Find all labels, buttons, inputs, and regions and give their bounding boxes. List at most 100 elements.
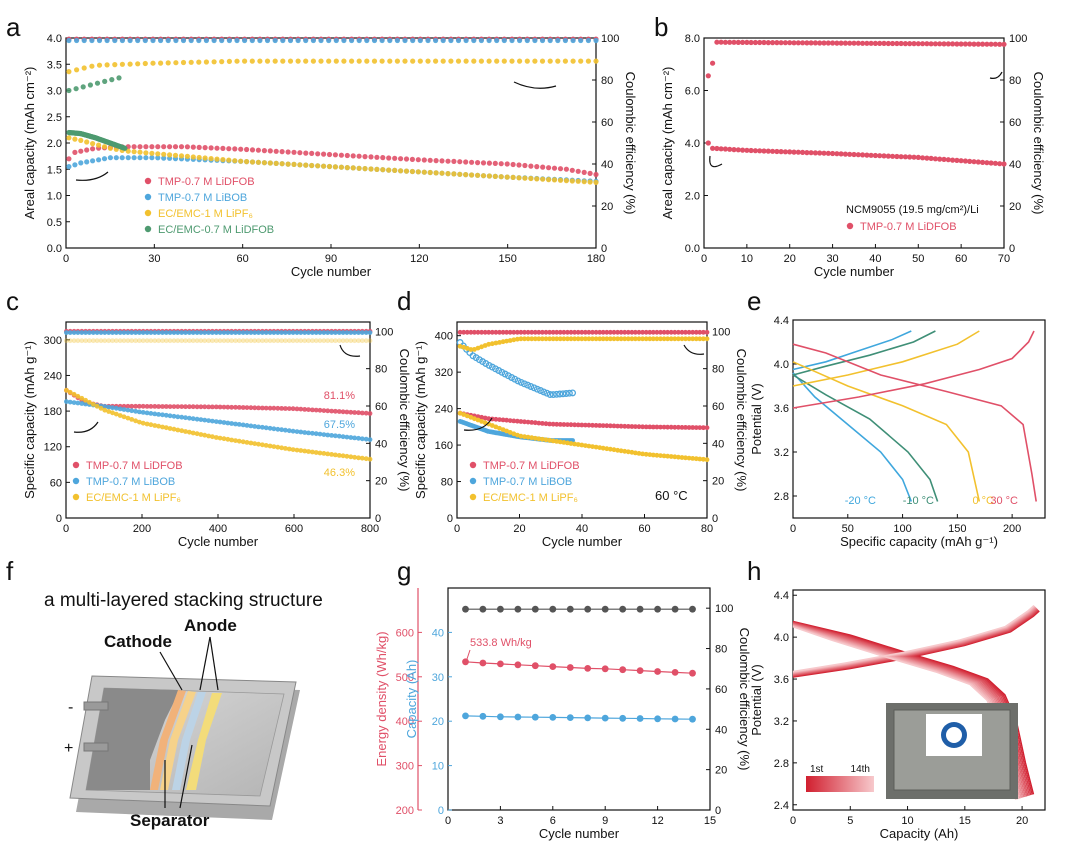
data-point: [286, 330, 292, 335]
data-point: [87, 338, 92, 344]
data-point: [286, 446, 292, 452]
data-point: [260, 338, 265, 344]
data-point: [150, 60, 156, 66]
data-point: [113, 330, 119, 335]
data-point: [583, 422, 588, 428]
data-point: [791, 149, 797, 155]
x-tick-label: 5: [847, 815, 853, 827]
data-point: [636, 329, 642, 335]
left-axis-arrow: [73, 421, 99, 433]
y-tick-label: 0.0: [47, 243, 62, 255]
data-point: [654, 329, 660, 335]
data-point: [727, 39, 733, 45]
data-point: [129, 330, 135, 335]
data-point: [494, 58, 500, 64]
data-point: [765, 148, 771, 154]
data-point: [525, 336, 531, 342]
data-point: [511, 418, 517, 424]
data-point: [229, 421, 235, 426]
data-point: [761, 39, 767, 46]
data-point: [252, 330, 258, 335]
data-point: [735, 147, 741, 153]
data-point: [359, 455, 365, 461]
data-point: [285, 161, 291, 167]
data-point: [290, 330, 296, 335]
data-point: [654, 715, 661, 723]
data-point: [486, 173, 492, 179]
data-point: [524, 37, 530, 44]
data-point: [144, 338, 150, 344]
data-point: [137, 330, 142, 335]
panel-label-f: f: [6, 556, 14, 586]
data-point: [66, 135, 72, 141]
y-tick-label: 60: [50, 477, 62, 489]
data-point: [183, 404, 188, 410]
data-point: [463, 172, 469, 178]
data-point: [774, 148, 780, 155]
data-point: [217, 435, 223, 441]
data-point: [902, 154, 909, 160]
legend-marker: [469, 477, 477, 485]
data-point: [333, 37, 339, 44]
data-point: [683, 455, 688, 461]
data-point: [529, 435, 535, 441]
data-point: [150, 37, 156, 44]
data-point: [380, 167, 386, 173]
data-point: [387, 37, 393, 44]
data-point: [507, 329, 513, 335]
data-point: [727, 146, 733, 152]
data-point: [263, 330, 269, 335]
data-point: [152, 423, 158, 428]
data-point: [367, 411, 373, 416]
y-tick-label: 0: [438, 805, 444, 817]
data-point: [302, 330, 308, 335]
data-point: [291, 149, 297, 155]
data-point: [971, 41, 977, 47]
cell-cutaway: [86, 688, 180, 790]
data-point: [279, 338, 284, 344]
data-point: [352, 338, 357, 344]
charge-curve: [792, 330, 912, 371]
legend-marker: [144, 193, 152, 201]
panel-label-h: h: [747, 556, 761, 586]
y2-axis-label: Coulombic efficiency (%): [1031, 72, 1046, 215]
data-point: [129, 338, 135, 344]
data-point: [704, 336, 710, 342]
data-point: [633, 424, 638, 429]
data-point: [368, 166, 374, 172]
data-point: [600, 336, 606, 342]
data-point: [643, 329, 649, 335]
data-point: [572, 422, 577, 428]
data-point: [705, 73, 711, 79]
data-point: [479, 605, 487, 613]
data-point: [362, 154, 368, 160]
legend-marker: [144, 209, 152, 217]
data-point: [457, 343, 463, 349]
data-point: [84, 139, 90, 145]
data-point: [980, 159, 986, 165]
y2-tick-label: 100: [715, 603, 733, 615]
data-point: [705, 140, 711, 146]
data-point: [210, 418, 215, 424]
data-point: [554, 336, 560, 342]
data-point: [507, 430, 513, 435]
data-point: [125, 330, 131, 335]
data-point: [562, 390, 570, 397]
data-point: [478, 58, 484, 64]
data-point: [101, 156, 108, 162]
data-point: [584, 605, 592, 613]
discharge-curve: [792, 621, 1032, 796]
data-point: [294, 447, 300, 453]
data-point: [362, 166, 368, 172]
data-point: [273, 148, 279, 154]
data-point: [143, 144, 149, 150]
data-point: [915, 41, 921, 47]
data-point: [701, 425, 706, 431]
data-point: [326, 151, 333, 158]
x-tick-label: 40: [576, 523, 588, 535]
data-point: [514, 661, 522, 669]
y-tick-label: 3.6: [774, 674, 789, 686]
data-point: [518, 419, 524, 424]
data-point: [364, 37, 370, 44]
data-point: [171, 404, 177, 409]
